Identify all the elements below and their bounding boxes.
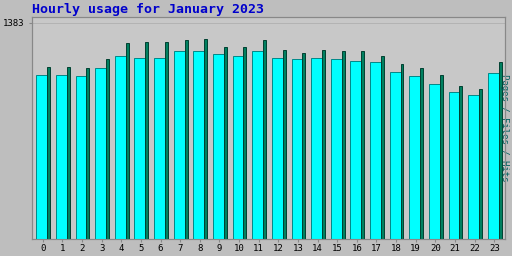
Bar bbox=[213, 55, 224, 239]
Bar bbox=[194, 51, 204, 239]
Bar bbox=[449, 92, 459, 239]
Bar bbox=[303, 53, 305, 239]
Bar bbox=[468, 95, 479, 239]
Bar bbox=[390, 72, 400, 239]
Bar bbox=[410, 76, 420, 239]
Bar bbox=[243, 47, 246, 239]
Bar bbox=[459, 86, 462, 239]
Bar bbox=[420, 68, 423, 239]
Bar bbox=[125, 44, 129, 239]
Bar bbox=[263, 40, 266, 239]
Bar bbox=[361, 51, 364, 239]
Bar bbox=[252, 51, 263, 239]
Bar bbox=[135, 58, 145, 239]
Bar bbox=[350, 61, 361, 239]
Bar bbox=[429, 84, 440, 239]
Bar bbox=[283, 50, 286, 239]
Bar bbox=[115, 56, 125, 239]
Bar bbox=[342, 51, 345, 239]
Bar bbox=[47, 67, 50, 239]
Bar bbox=[488, 73, 499, 239]
Bar bbox=[232, 56, 243, 239]
Bar bbox=[400, 64, 403, 239]
Bar bbox=[145, 42, 148, 239]
Bar bbox=[479, 89, 482, 239]
Bar bbox=[291, 59, 303, 239]
Bar bbox=[36, 75, 47, 239]
Bar bbox=[370, 62, 381, 239]
Bar bbox=[154, 58, 165, 239]
Bar bbox=[76, 76, 87, 239]
Bar bbox=[87, 68, 89, 239]
Bar bbox=[67, 67, 70, 239]
Text: Hourly usage for January 2023: Hourly usage for January 2023 bbox=[32, 3, 264, 16]
Bar bbox=[224, 47, 227, 239]
Bar bbox=[174, 51, 184, 239]
Bar bbox=[204, 39, 207, 239]
Bar bbox=[311, 58, 322, 239]
Bar bbox=[440, 75, 443, 239]
Bar bbox=[381, 56, 384, 239]
Bar bbox=[106, 59, 109, 239]
Bar bbox=[499, 62, 502, 239]
Bar bbox=[272, 58, 283, 239]
Bar bbox=[331, 59, 342, 239]
Bar bbox=[56, 75, 67, 239]
Bar bbox=[322, 50, 325, 239]
Bar bbox=[184, 40, 187, 239]
Bar bbox=[95, 68, 106, 239]
Y-axis label: Pages / Files / Hits: Pages / Files / Hits bbox=[500, 74, 509, 182]
Bar bbox=[165, 42, 168, 239]
